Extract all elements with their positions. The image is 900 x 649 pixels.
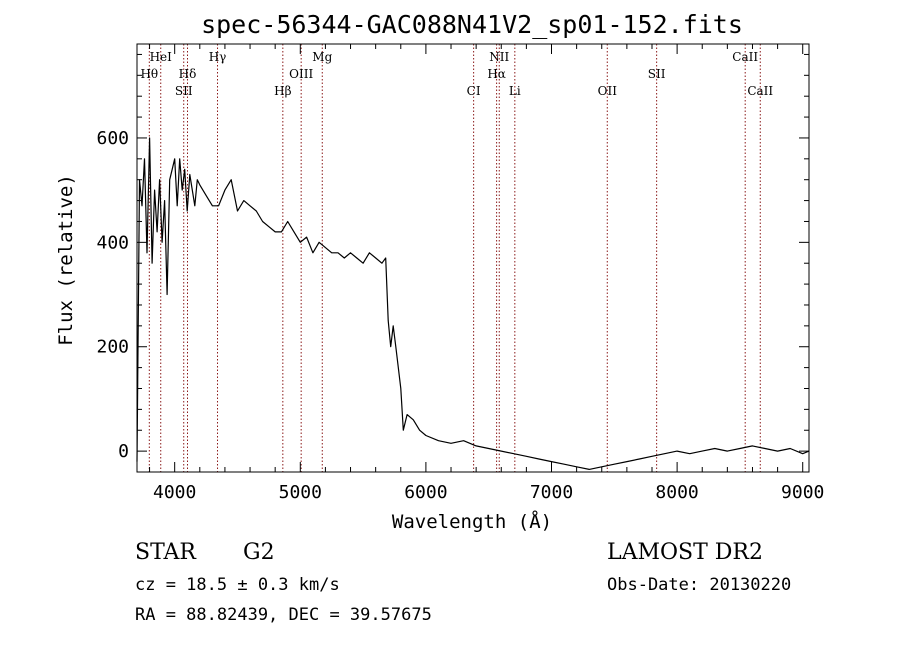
x-tick-label-3: 7000 bbox=[530, 482, 573, 503]
y-axis-label: Flux (relative) bbox=[55, 174, 77, 346]
spectral-line-label-4: Hγ bbox=[209, 50, 227, 64]
x-tick-label-4: 8000 bbox=[655, 482, 698, 503]
spectrum-line-0 bbox=[136, 137, 810, 470]
x-tick-label-2: 6000 bbox=[404, 482, 447, 503]
axis-ticks: 4000 5000 6000 7000 8000 9000 0 200 400 600 bbox=[96, 44, 824, 503]
spectral-line-label-1: HeI bbox=[150, 50, 173, 64]
spectral-line-label-8: CI bbox=[467, 84, 481, 98]
spectral-line-label-7: Mg bbox=[312, 50, 332, 64]
y-tick-label-2: 400 bbox=[96, 232, 129, 253]
x-tick-label-5: 9000 bbox=[781, 482, 824, 503]
spectral-line-label-15: CaII bbox=[747, 84, 773, 98]
spectrum-series bbox=[136, 137, 810, 470]
spectral-line-label-0: Hθ bbox=[140, 67, 158, 81]
y-tick-label-1: 200 bbox=[96, 337, 129, 358]
x-tick-label-0: 4000 bbox=[153, 482, 196, 503]
spectral-line-label-10: Hα bbox=[487, 67, 506, 81]
object-class: STAR bbox=[135, 540, 197, 565]
y-tick-label-0: 0 bbox=[118, 441, 129, 462]
plot-frame bbox=[136, 43, 810, 473]
x-tick-label-1: 5000 bbox=[279, 482, 322, 503]
observation-date: Obs-Date: 20130220 bbox=[607, 575, 791, 595]
sky-coordinates: RA = 88.82439, DEC = 39.57675 bbox=[135, 605, 432, 625]
spectral-line-label-11: Li bbox=[509, 84, 521, 98]
spectral-line-label-9: NII bbox=[489, 50, 509, 64]
redshift-velocity: cz = 18.5 ± 0.3 km/s bbox=[135, 575, 340, 595]
spectral-line-label-12: OII bbox=[598, 84, 618, 98]
spectral-line-label-5: Hβ bbox=[274, 84, 291, 98]
object-subclass: G2 bbox=[243, 540, 275, 565]
spectral-line-label-6: OIII bbox=[289, 67, 313, 81]
spectral-line-label-13: SII bbox=[648, 67, 666, 81]
spectral-line-label-14: CaII bbox=[732, 50, 758, 64]
survey-name: LAMOST DR2 bbox=[607, 540, 763, 565]
chart-title: spec-56344-GAC088N41V2_sp01-152.fits bbox=[201, 10, 743, 39]
spectral-line-label-3: SII bbox=[175, 84, 193, 98]
y-tick-label-3: 600 bbox=[96, 128, 129, 149]
x-axis-label: Wavelength (Å) bbox=[392, 510, 552, 533]
spectral-line-label-2: Hδ bbox=[179, 67, 197, 81]
